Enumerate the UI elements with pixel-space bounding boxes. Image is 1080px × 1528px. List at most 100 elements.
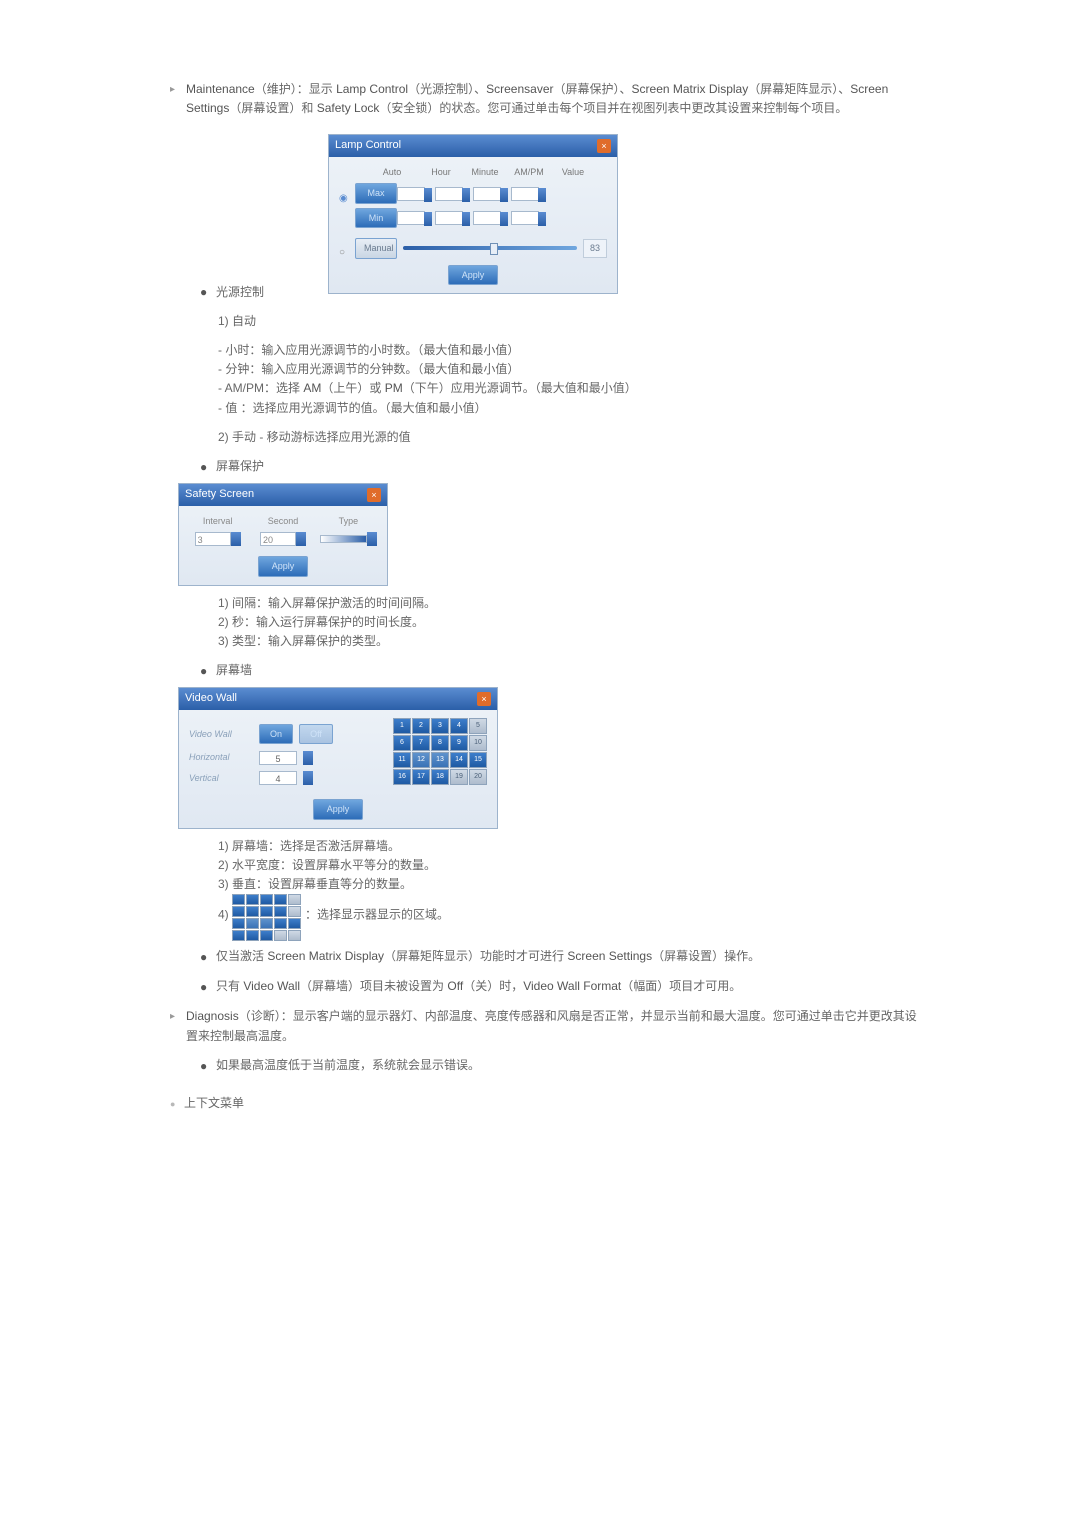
bullet-icon: ●: [200, 977, 216, 997]
arrow-icon: ▸: [170, 1007, 186, 1045]
bullet-icon: ●: [200, 947, 216, 967]
close-icon[interactable]: ×: [597, 139, 611, 153]
spinner-icon[interactable]: [231, 532, 241, 546]
wall-label: 屏幕墙: [216, 661, 920, 681]
grid-cell[interactable]: 16: [393, 769, 411, 785]
grid-cell[interactable]: 9: [450, 735, 468, 751]
btn-manual[interactable]: Manual: [355, 238, 397, 258]
grid-cell[interactable]: 15: [469, 752, 487, 768]
auto-b1: - 小时：输入应用光源调节的小时数。（最大值和最小值）: [218, 341, 920, 360]
grid-cell[interactable]: 3: [431, 718, 449, 734]
grid-cell[interactable]: 18: [431, 769, 449, 785]
bullet-icon: ●: [200, 1056, 216, 1076]
word-maintenance: Maintenance: [186, 82, 255, 96]
wall-d3: 3) 垂直：设置屏幕垂直等分的数量。: [218, 875, 920, 894]
spin-hour1[interactable]: [397, 187, 425, 201]
horizontal-input[interactable]: 5: [259, 751, 297, 765]
spinner-icon[interactable]: [296, 532, 306, 546]
hdr-type: Type: [320, 514, 377, 528]
wall-grid[interactable]: 1234567891011121314151617181920: [393, 718, 487, 791]
manual-value: 83: [583, 239, 607, 257]
grid-cell[interactable]: 5: [469, 718, 487, 734]
grid-cell[interactable]: 2: [412, 718, 430, 734]
note1: 仅当激活 Screen Matrix Display（屏幕矩阵显示）功能时才可进…: [216, 947, 920, 967]
bullet-icon: ●: [200, 457, 216, 477]
hdr-minute: Minute: [465, 165, 505, 179]
close-icon[interactable]: ×: [367, 488, 381, 502]
lamp-control-dialog: Lamp Control × Auto Hour Minute AM/PM Va…: [328, 134, 618, 294]
context-menu-heading: 上下文菜单: [170, 1094, 920, 1113]
manual-line: 2) 手动 - 移动游标选择应用光源的值: [218, 428, 920, 447]
spin-min1[interactable]: [435, 187, 463, 201]
video-title: Video Wall: [185, 690, 237, 708]
spin-ampm2[interactable]: [473, 211, 501, 225]
note2: 只有 Video Wall（屏幕墙）项目未被设置为 Off（关）时，Video …: [216, 977, 920, 997]
interval-input[interactable]: 3: [195, 532, 231, 546]
btn-on[interactable]: On: [259, 724, 293, 744]
maintenance-section: ▸ Maintenance（维护）：显示 Lamp Control（光源控制）、…: [170, 80, 920, 118]
safety-title: Safety Screen: [185, 486, 254, 504]
auto-b4: - 值 ：选择应用光源调节的值。（最大值和最小值）: [218, 399, 920, 418]
wall-d1: 1) 屏幕墙：选择是否激活屏幕墙。: [218, 837, 920, 856]
video-apply-button[interactable]: Apply: [313, 799, 363, 819]
second-input[interactable]: 20: [260, 532, 296, 546]
bullet-icon: ●: [200, 661, 216, 681]
lbl-horizontal: Horizontal: [189, 750, 253, 764]
spin-min2[interactable]: [435, 211, 463, 225]
grid-cell[interactable]: 1: [393, 718, 411, 734]
lbl-vertical: Vertical: [189, 771, 253, 785]
hdr-hour: Hour: [421, 165, 461, 179]
spin-ampm1[interactable]: [473, 187, 501, 201]
maintenance-text: Maintenance（维护）：显示 Lamp Control（光源控制）、Sc…: [186, 80, 920, 118]
safety-d2: 2) 秒：输入运行屏幕保护的时间长度。: [218, 613, 920, 632]
light-control-label: 光源控制: [216, 283, 264, 302]
grid-cell[interactable]: 11: [393, 752, 411, 768]
grid-cell[interactable]: 13: [431, 752, 449, 768]
safety-apply-button[interactable]: Apply: [258, 556, 308, 576]
safety-d3: 3) 类型：输入屏幕保护的类型。: [218, 632, 920, 651]
lbl-videowall: Video Wall: [189, 727, 253, 741]
manual-slider[interactable]: [403, 246, 577, 250]
spin-hour2[interactable]: [397, 211, 425, 225]
hdr-second: Second: [254, 514, 311, 528]
diagnosis-section: ▸ Diagnosis（诊断）：显示客户端的显示器灯、内部温度、亮度传感器和风扇…: [170, 1007, 920, 1045]
grid-cell[interactable]: 19: [450, 769, 468, 785]
spinner-icon[interactable]: [367, 532, 377, 546]
video-wall-dialog: Video Wall × Video Wall On Off Horizonta…: [178, 687, 498, 828]
grid-cell[interactable]: 4: [450, 718, 468, 734]
btn-max[interactable]: Max: [355, 183, 397, 203]
hdr-interval: Interval: [189, 514, 246, 528]
lamp-titlebar: Lamp Control ×: [329, 135, 617, 157]
btn-off[interactable]: Off: [299, 724, 333, 744]
radio-manual[interactable]: [339, 242, 355, 254]
grid-cell[interactable]: 12: [412, 752, 430, 768]
btn-min[interactable]: Min: [355, 208, 397, 228]
hdr-value: Value: [553, 165, 593, 179]
safety-screen-dialog: Safety Screen × Interval Second Type 3 2…: [178, 483, 388, 585]
mini-grid-icon: [232, 894, 301, 941]
grid-cell[interactable]: 17: [412, 769, 430, 785]
close-icon[interactable]: ×: [477, 692, 491, 706]
spin-val2[interactable]: [511, 211, 539, 225]
auto-b3: - AM/PM：选择 AM（上午）或 PM（下午）应用光源调节。（最大值和最小值…: [218, 379, 920, 398]
grid-cell[interactable]: 7: [412, 735, 430, 751]
grid-cell[interactable]: 8: [431, 735, 449, 751]
bullet-icon: ●: [200, 282, 216, 302]
spin-val1[interactable]: [511, 187, 539, 201]
grid-cell[interactable]: 20: [469, 769, 487, 785]
auto-b2: - 分钟：输入应用光源调节的分钟数。（最大值和最小值）: [218, 360, 920, 379]
safety-d1: 1) 间隔：输入屏幕保护激活的时间间隔。: [218, 594, 920, 613]
vertical-input[interactable]: 4: [259, 771, 297, 785]
lamp-apply-button[interactable]: Apply: [448, 265, 498, 285]
type-scale[interactable]: [320, 535, 367, 543]
grid-cell[interactable]: 10: [469, 735, 487, 751]
wall-d2: 2) 水平宽度：设置屏幕水平等分的数量。: [218, 856, 920, 875]
wall-d4: 4) ：选择显示器显示的区域。: [218, 894, 920, 937]
spinner-icon[interactable]: [303, 751, 313, 765]
radio-auto[interactable]: [339, 188, 355, 200]
arrow-icon: ▸: [170, 80, 186, 118]
grid-cell[interactable]: 14: [450, 752, 468, 768]
safety-label: 屏幕保护: [216, 457, 920, 477]
spinner-icon[interactable]: [303, 771, 313, 785]
grid-cell[interactable]: 6: [393, 735, 411, 751]
